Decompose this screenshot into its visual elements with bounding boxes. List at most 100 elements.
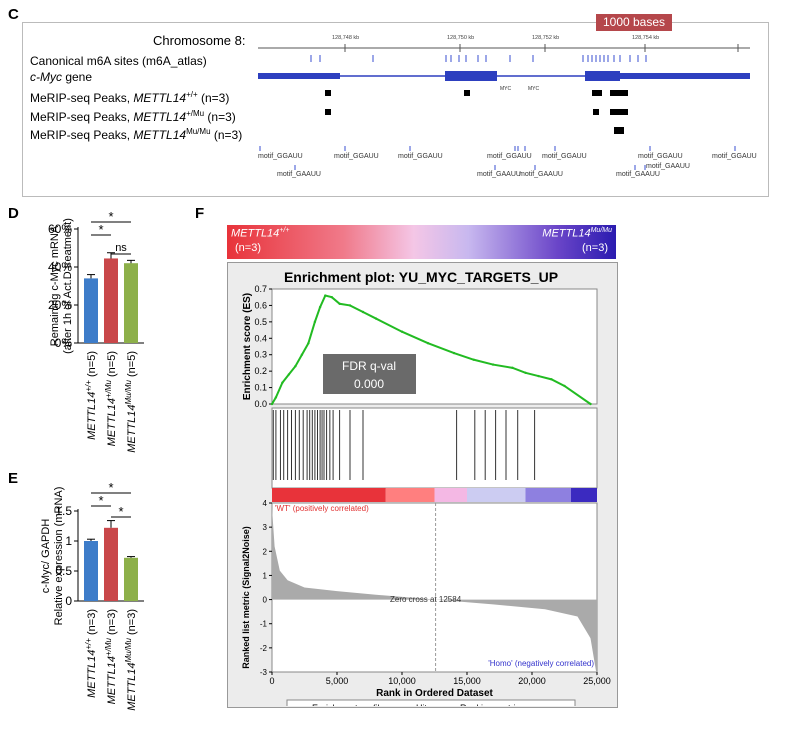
es-y-tick-label: 0.0 [254,399,267,409]
es-point [281,381,284,384]
motif-label: motif_GGAUU [487,153,532,160]
peaks-homo [614,127,624,134]
sig-label: ns [115,242,127,254]
y-axis-title: Remaining c-Myc mRNA [49,225,61,346]
x-category-label: METTL14+/Mu (n=5) [104,351,118,446]
rank-heat-strip [571,488,597,502]
metric-y-tick-label: 2 [263,547,268,556]
es-point [511,366,514,370]
bar-chart-d: 0% 20% 40% 60%Remaining c-Myc mRNA (after 1h… [48,209,144,453]
x-category-label: METTL14Mu/Mu (n=3) [124,609,138,711]
track-label-m6a: Canonical m6A sites (m6A_atlas) [30,54,207,68]
motif-label: motif_GAAUU [646,163,690,170]
es-y-tick-label: 0.7 [254,284,267,294]
es-point [300,353,304,356]
es-y-tick-label: 0.2 [254,366,267,376]
x-tick-label: 10,000 [388,676,416,686]
es-point [524,371,527,374]
motif-label: motif_GAAUU [616,171,660,178]
es-y-tick-label: 0.1 [254,383,267,393]
metric-y-tick-label: 4 [263,499,268,508]
bar-chart-e: 0 0.5 1 1.5c-Myc/ GAPDH Relative expression … [40,480,144,711]
legend-box [286,699,576,706]
bar [104,258,118,343]
es-point [537,374,540,378]
motif-label: motif_GGAUU [542,153,587,160]
es-point [426,342,430,345]
rank-heat-strip [525,488,571,502]
es-point [491,363,495,366]
gradient-right-n: (n=3) [582,242,608,254]
es-y-tick-label: 0.4 [254,333,267,343]
track-label-peaks-wt: MeRIP-seq Peaks, METTL14+/+ (n=3) [30,90,230,105]
metric-y-axis-title: Ranked list metric (Signal2Noise) [241,526,251,669]
c-myc-gene-model: MYC MYC [258,71,750,92]
es-point [563,384,566,388]
zero-cross-label: Zero cross at 12584 [390,595,462,604]
bar [84,278,98,343]
es-point [324,294,327,297]
legend-label: Enrichment profile [312,703,385,706]
es-point [313,320,317,324]
es-point [361,310,365,314]
motif-label: motif_GAAUU [477,171,521,178]
coord-label: 128,754 kb [632,35,660,41]
y-tick-label: 1.5 [55,504,72,518]
track-label-peaks-het: MeRIP-seq Peaks, METTL14+/Mu (n=3) [30,109,236,124]
metric-y-tick-label: 1 [263,571,268,580]
es-point [270,402,274,406]
metric-area-fill [272,507,597,677]
rank-heat-strip [434,488,467,502]
sig-label: * [98,493,103,508]
chromosome-label: Chromosome 8: [153,33,246,48]
x-category-label: METTL14+/Mu (n=3) [104,609,118,704]
es-y-axis-title: Enrichment score (ES) [242,293,253,400]
legend-label: Hits [416,703,432,706]
es-point [307,342,310,345]
panel-label-d: D [8,205,19,222]
phenotype-gradient-bar: METTL14+/+ (n=3) METTL14Mu/Mu (n=3) [227,225,616,259]
es-y-tick-label: 0.5 [254,317,267,327]
x-axis-title: Rank in Ordered Dataset [376,688,493,699]
es-point [452,351,456,355]
y-tick-label: 40% [48,260,72,274]
neg-corr-label: 'Homo' (negatively correlated) [488,659,594,668]
bar [124,557,138,601]
x-category-label: METTL14+/+ (n=5) [84,351,98,440]
panel-label-f: F [195,205,205,222]
fdr-box [323,354,416,394]
metric-y-tick-label: 0 [263,596,268,605]
y-tick-label: 0% [55,336,73,350]
hits-area [271,407,598,489]
sig-label: * [108,480,113,495]
motif-ticks-row2 [294,165,646,170]
es-point [550,378,553,381]
es-point [294,365,297,368]
es-point [589,402,592,406]
metric-y-tick-label: 3 [263,523,268,532]
panel-label-c: C [8,6,19,23]
gradient-left-n: (n=3) [235,242,261,254]
x-tick-label: 20,000 [518,676,546,686]
m6a-sites [310,55,647,62]
es-point [374,317,378,320]
rank-heat-strip [272,488,386,502]
es-y-tick-label: 0.3 [254,350,267,360]
coord-label: 128,750 kb [447,35,475,41]
fdr-label: FDR q-val [342,359,396,373]
es-curve [271,294,592,405]
plot-title: Enrichment plot: YU_MYC_TARGETS_UP [284,269,558,285]
y-tick-label: 1 [65,534,72,548]
y-tick-label: 60% [48,222,72,236]
es-point [330,296,333,299]
es-point [348,304,352,307]
coord-label: 128,748 kb [332,35,360,41]
motif-label: motif_GGAUU [638,153,683,160]
y-tick-label: 0.5 [55,564,72,578]
sig-label: * [108,209,113,224]
gradient-right-name: METTL14Mu/Mu [542,227,612,240]
rank-heat-strip [467,488,526,502]
motif-label: motif_GGAUU [712,153,757,160]
y-tick-label: 20% [48,298,72,312]
motif-label: motif_GGAUU [334,153,379,160]
